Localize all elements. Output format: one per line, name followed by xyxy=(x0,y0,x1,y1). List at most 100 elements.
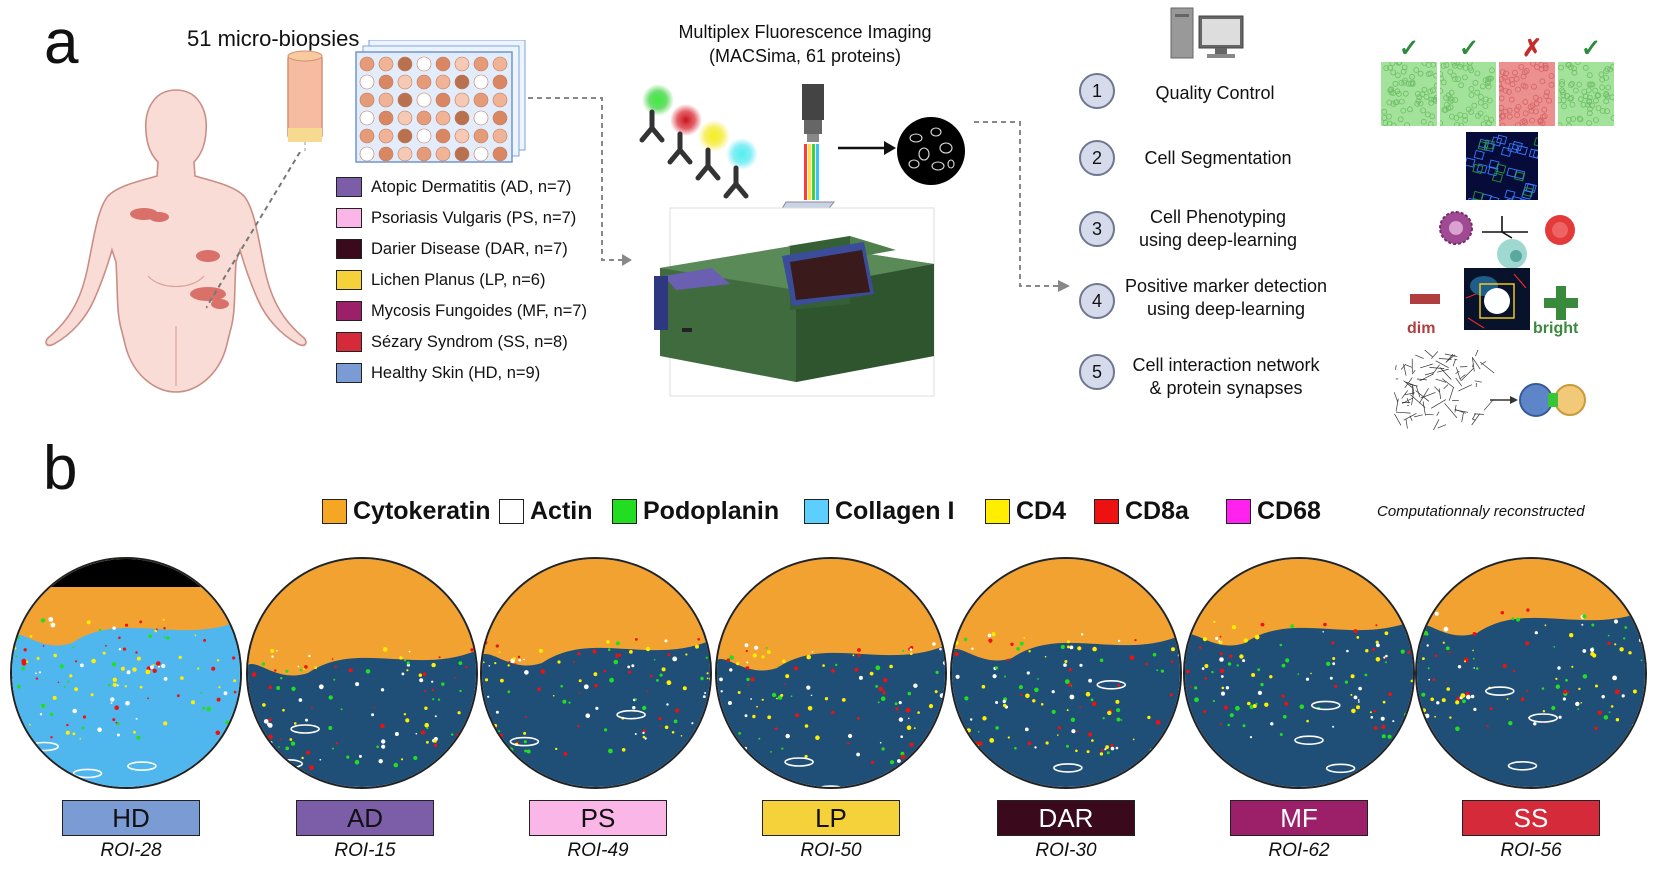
cell-dot xyxy=(91,658,96,664)
human-body-illustration xyxy=(45,89,307,393)
roi-condition-label: LP xyxy=(762,800,900,836)
tma-core xyxy=(454,110,470,126)
cell-dot xyxy=(1247,701,1251,706)
cell-dot xyxy=(1018,685,1023,690)
cell-dot xyxy=(1436,701,1440,705)
cell-dot xyxy=(1408,725,1413,731)
reconstruction-note: Computationnaly reconstructed xyxy=(1377,503,1585,520)
cell-dot xyxy=(1346,649,1349,653)
cell-dot xyxy=(1045,741,1049,745)
cell-dot xyxy=(381,744,386,749)
cell-dot xyxy=(1628,651,1632,655)
cell-dot xyxy=(1110,743,1114,748)
cell-dot xyxy=(1299,705,1303,709)
cell-dot xyxy=(285,669,289,673)
cell-dot xyxy=(524,670,529,675)
cell-dot xyxy=(1456,697,1460,701)
cell-dot xyxy=(1462,699,1466,704)
cell-dot xyxy=(437,698,441,701)
cell-dot xyxy=(115,721,118,724)
qc-tile-pass xyxy=(1381,62,1437,126)
cell-dot xyxy=(158,665,160,668)
cell-dot xyxy=(1218,640,1221,643)
cell-dot xyxy=(291,686,296,691)
legend-swatch xyxy=(336,177,362,197)
cell-dot xyxy=(1578,687,1581,691)
tma-core xyxy=(435,92,451,108)
cell-dot xyxy=(16,684,21,689)
cell-dot xyxy=(1418,611,1424,616)
cell-dot xyxy=(653,658,656,661)
cell-dot xyxy=(1115,699,1120,704)
cell-dot xyxy=(269,757,274,762)
cell-dot xyxy=(1079,706,1081,709)
cell-dot xyxy=(1204,664,1209,668)
cell-dot xyxy=(1638,638,1643,643)
roi-tissue-render xyxy=(482,559,710,787)
cell-dot xyxy=(1212,699,1215,703)
cell-dot xyxy=(780,693,784,697)
cell-dot xyxy=(203,638,207,642)
cell-dot xyxy=(454,676,456,679)
cell-dot xyxy=(947,677,948,680)
cell-dot xyxy=(642,735,646,739)
panel-a-letter: a xyxy=(44,8,79,77)
cell-dot xyxy=(667,653,671,657)
cell-dot xyxy=(613,659,619,665)
cell-dot xyxy=(1270,722,1274,726)
cell-dot xyxy=(29,635,33,638)
vessel xyxy=(72,768,103,779)
cell-dot xyxy=(1004,675,1006,678)
cell-dot xyxy=(770,751,772,753)
cell-dot xyxy=(523,731,527,735)
cell-dot xyxy=(634,638,638,641)
cell-dot xyxy=(964,696,969,701)
cell-dot xyxy=(882,690,886,693)
vessel xyxy=(1485,686,1515,696)
tma-core xyxy=(473,74,489,90)
cell-dot xyxy=(484,678,489,682)
cell-dot xyxy=(878,686,884,692)
cell-dot xyxy=(276,686,281,690)
cell-dot xyxy=(1194,697,1199,703)
cell-dot xyxy=(1470,694,1475,699)
cell-dot xyxy=(507,690,511,694)
cell-dot xyxy=(740,747,744,752)
cell-dot xyxy=(894,702,898,706)
cell-dot xyxy=(673,719,678,724)
marker-swatch xyxy=(322,498,347,524)
cell-dot xyxy=(790,695,793,698)
cell-dot xyxy=(1597,710,1602,715)
tma-core xyxy=(397,128,413,144)
lesion xyxy=(149,212,169,222)
cell-dot xyxy=(1242,659,1246,663)
cell-dot xyxy=(1115,746,1119,750)
cell-dot xyxy=(902,649,905,652)
legend-item: Psoriasis Vulgaris (PS, n=7) xyxy=(336,205,576,231)
marker-swatch xyxy=(1094,498,1119,524)
roi-condition-label: HD xyxy=(62,800,200,836)
cell-dot xyxy=(251,672,257,677)
legend-swatch xyxy=(336,270,362,290)
cell-segmentation-image xyxy=(1466,132,1538,200)
cell-dot xyxy=(1134,639,1137,642)
cell-dot xyxy=(767,650,771,654)
cell-dot xyxy=(102,651,106,655)
roi-tissue-render xyxy=(248,559,476,787)
cell-dot xyxy=(609,677,614,683)
cell-dot xyxy=(750,698,752,700)
cell-dot xyxy=(525,715,527,718)
vessel xyxy=(1096,680,1127,690)
cell-dot xyxy=(1194,686,1198,690)
cell-dot xyxy=(438,656,441,659)
cell-dot xyxy=(1410,679,1413,683)
cell-dot xyxy=(682,686,687,691)
cell-dot xyxy=(1369,711,1372,714)
cell-dot xyxy=(305,718,308,722)
cell-dot xyxy=(1085,691,1091,697)
cell-dot xyxy=(1281,694,1285,698)
tma-core xyxy=(454,74,470,90)
cell-dot xyxy=(664,639,668,643)
cell-dot xyxy=(21,666,25,671)
cell-dot xyxy=(105,644,107,647)
